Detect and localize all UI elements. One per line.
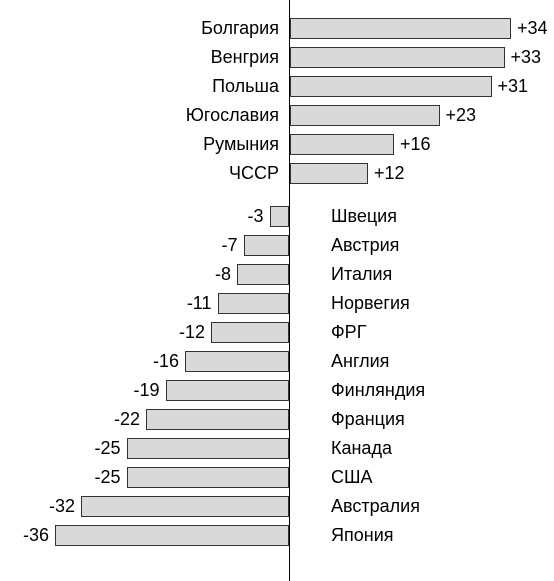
country-label: Швеция — [331, 202, 397, 231]
bar-row: Финляндия -19 — [0, 376, 554, 405]
country-label: Польша — [212, 72, 279, 101]
country-label: Италия — [331, 260, 392, 289]
value-label: -8 — [215, 260, 231, 289]
value-label: -19 — [133, 376, 159, 405]
value-label: -7 — [221, 231, 237, 260]
country-label: Венгрия — [211, 43, 279, 72]
country-label: ФРГ — [331, 318, 366, 347]
country-label: Румыния — [203, 130, 279, 159]
bar-row: Япония -36 — [0, 521, 554, 550]
bar — [270, 206, 290, 227]
country-label: ЧССР — [229, 159, 279, 188]
bar-row: Румыния +16 — [0, 130, 554, 159]
bar-row: Англия -16 — [0, 347, 554, 376]
bar-row: Австралия -32 — [0, 492, 554, 521]
country-label: Франция — [331, 405, 405, 434]
bar-row: ЧССР +12 — [0, 159, 554, 188]
country-label: Канада — [331, 434, 392, 463]
bar — [166, 380, 290, 401]
value-label: +12 — [374, 159, 405, 188]
value-label: +31 — [498, 72, 529, 101]
bar-row: США -25 — [0, 463, 554, 492]
bar — [290, 163, 368, 184]
bar-row: Югославия +23 — [0, 101, 554, 130]
bar — [290, 76, 492, 97]
bar-row: Франция -22 — [0, 405, 554, 434]
value-label: -32 — [49, 492, 75, 521]
bar-row: Венгрия +33 — [0, 43, 554, 72]
bar-row: Швеция -3 — [0, 202, 554, 231]
country-label: Финляндия — [331, 376, 425, 405]
value-label: +34 — [517, 14, 548, 43]
bar — [237, 264, 289, 285]
bar — [81, 496, 289, 517]
country-label: Норвегия — [331, 289, 410, 318]
diverging-bar-chart: Болгария +34 Венгрия +33 Польша +31 Югославия +… — [0, 14, 554, 550]
value-label: -22 — [114, 405, 140, 434]
bar — [55, 525, 289, 546]
bar-row: Норвегия -11 — [0, 289, 554, 318]
bar — [127, 438, 290, 459]
bar — [211, 322, 289, 343]
country-label: Япония — [331, 521, 394, 550]
value-label: -36 — [23, 521, 49, 550]
bar — [127, 467, 290, 488]
value-label: +16 — [400, 130, 431, 159]
bar — [244, 235, 290, 256]
bar — [146, 409, 289, 430]
bar — [290, 18, 511, 39]
country-label: Австралия — [331, 492, 420, 521]
country-label: США — [331, 463, 373, 492]
value-label: -3 — [247, 202, 263, 231]
value-label: -11 — [187, 289, 212, 318]
bar-rows: Болгария +34 Венгрия +33 Польша +31 Югославия +… — [0, 14, 554, 550]
bar — [185, 351, 289, 372]
country-label: Англия — [331, 347, 389, 376]
country-label: Югославия — [186, 101, 279, 130]
bar-row: ФРГ -12 — [0, 318, 554, 347]
bar — [290, 105, 440, 126]
group-spacer — [0, 188, 554, 202]
value-label: -25 — [94, 463, 120, 492]
value-label: -16 — [153, 347, 179, 376]
country-label: Австрия — [331, 231, 399, 260]
value-label: -25 — [94, 434, 120, 463]
value-label: -12 — [179, 318, 205, 347]
bar-row: Канада -25 — [0, 434, 554, 463]
bar-row: Польша +31 — [0, 72, 554, 101]
bar — [218, 293, 290, 314]
bar-row: Болгария +34 — [0, 14, 554, 43]
value-label: +33 — [511, 43, 542, 72]
value-label: +23 — [446, 101, 477, 130]
bar-row: Австрия -7 — [0, 231, 554, 260]
bar-row: Италия -8 — [0, 260, 554, 289]
bar — [290, 47, 505, 68]
bar — [290, 134, 394, 155]
country-label: Болгария — [201, 14, 279, 43]
